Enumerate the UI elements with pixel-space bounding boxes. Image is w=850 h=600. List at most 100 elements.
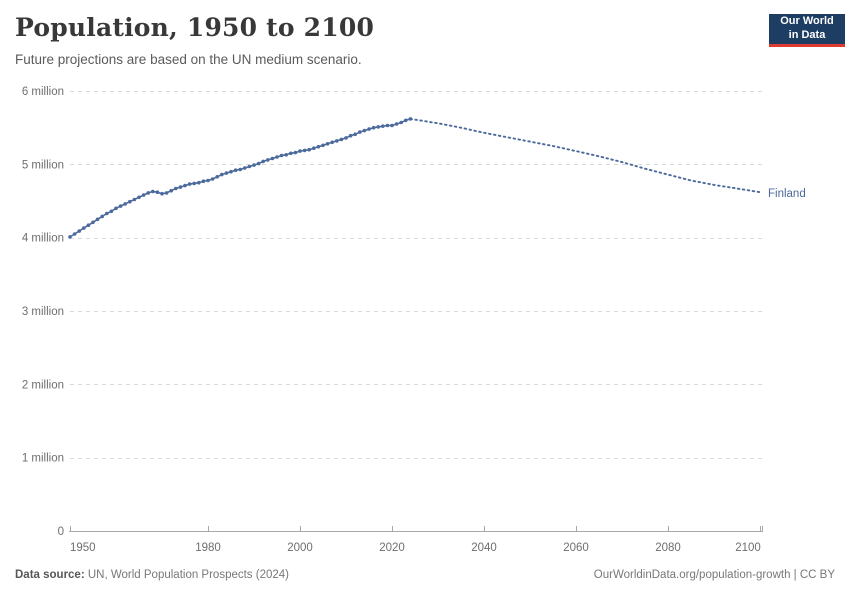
data-point-marker — [252, 163, 256, 167]
data-point-marker — [72, 232, 77, 236]
y-axis-tick-label: 0 — [58, 526, 64, 538]
data-point-marker — [164, 191, 169, 195]
history-line — [69, 118, 412, 238]
page-title: Population, 1950 to 2100 — [15, 13, 375, 42]
data-point-marker — [114, 206, 118, 211]
x-axis-tick-label: 2000 — [287, 542, 313, 554]
data-point-marker — [339, 137, 344, 142]
y-axis-tick-label: 5 million — [22, 159, 64, 171]
x-axis-tick-label: 1980 — [195, 542, 221, 554]
data-point-marker — [187, 182, 192, 186]
owid-logo: Our World in Data — [769, 14, 845, 47]
data-point-marker — [215, 175, 219, 179]
data-point-marker — [330, 140, 335, 145]
data-point-marker — [353, 132, 358, 137]
x-axis-tick-label: 2100 — [735, 542, 761, 554]
data-point-marker — [344, 136, 348, 140]
data-point-marker — [316, 144, 321, 149]
data-point-marker — [100, 214, 104, 219]
data-point-marker — [390, 123, 394, 128]
data-source-note: Data source: UN, World Population Prospe… — [15, 569, 289, 581]
data-point-marker — [220, 172, 224, 177]
credit-text: OurWorldinData.org/population-growth | C… — [593, 569, 835, 581]
data-point-marker — [247, 164, 252, 169]
data-point-marker — [224, 171, 229, 175]
data-point-marker — [256, 161, 261, 166]
data-point-marker — [155, 190, 160, 194]
chart-subtitle: Future projections are based on the UN m… — [15, 52, 362, 67]
owid-logo-line1: Our World — [780, 15, 834, 28]
data-point-marker — [376, 125, 381, 129]
data-point-marker — [279, 153, 284, 158]
data-point-marker — [206, 178, 210, 183]
data-point-marker — [284, 153, 289, 157]
data-point-marker — [266, 158, 270, 162]
x-axis-tick-label: 2040 — [471, 542, 497, 554]
data-point-marker — [289, 151, 293, 156]
data-point-marker — [68, 235, 72, 239]
x-axis-tick-label: 2060 — [563, 542, 589, 554]
data-point-marker — [358, 130, 362, 134]
y-axis-tick-label: 2 million — [22, 379, 64, 391]
data-point-marker — [229, 169, 233, 174]
data-source-text: UN, World Population Prospects (2024) — [84, 569, 289, 581]
data-source-label: Data source: — [15, 569, 85, 581]
data-point-marker — [201, 179, 206, 183]
data-point-marker — [307, 147, 312, 152]
data-point-marker — [312, 146, 316, 150]
data-point-marker — [137, 195, 141, 200]
x-axis-tick-label: 1950 — [70, 542, 96, 554]
data-point-marker — [348, 133, 353, 138]
y-axis-tick-label: 1 million — [22, 453, 64, 465]
data-point-marker — [261, 159, 266, 164]
data-point-marker — [192, 181, 196, 186]
data-point-marker — [275, 155, 279, 159]
data-point-marker — [293, 150, 298, 155]
data-point-marker — [197, 180, 201, 185]
data-point-marker — [385, 123, 390, 128]
x-axis-tick-label: 2020 — [379, 542, 405, 554]
data-point-marker — [169, 188, 173, 193]
data-point-marker — [298, 149, 302, 153]
data-point-marker — [381, 124, 385, 128]
data-point-marker — [335, 139, 339, 143]
data-point-marker — [77, 229, 81, 233]
projection-line — [409, 117, 761, 194]
data-point-marker — [123, 202, 127, 206]
entity-label-finland: Finland — [768, 188, 806, 200]
data-point-marker — [128, 199, 132, 204]
y-axis-tick-label: 4 million — [22, 233, 64, 245]
data-point-marker — [86, 223, 91, 227]
data-point-marker — [371, 125, 376, 130]
data-point-marker — [91, 220, 95, 225]
data-point-marker — [233, 168, 238, 172]
data-point-marker — [109, 209, 114, 214]
data-point-marker — [367, 127, 371, 131]
data-point-marker — [238, 167, 242, 172]
data-point-marker — [146, 191, 150, 195]
data-point-marker — [399, 120, 404, 125]
chart-footer: Data source: UN, World Population Prospe… — [15, 569, 835, 581]
data-point-marker — [174, 186, 178, 191]
data-point-marker — [321, 143, 325, 148]
data-point-marker — [325, 142, 330, 146]
data-point-marker — [183, 183, 187, 188]
data-point-marker — [362, 128, 367, 133]
data-point-marker — [95, 217, 100, 222]
data-point-marker — [270, 156, 275, 161]
owid-logo-line2: in Data — [788, 29, 826, 41]
data-point-marker — [105, 211, 109, 216]
data-point-marker — [141, 193, 146, 197]
x-axis-tick-label: 2080 — [655, 542, 681, 554]
data-point-marker — [404, 118, 408, 123]
data-point-marker — [132, 197, 137, 202]
data-point-marker — [160, 191, 164, 196]
data-point-marker — [118, 204, 123, 208]
data-point-marker — [302, 148, 307, 153]
data-point-marker — [178, 185, 183, 189]
data-point-marker — [151, 189, 155, 194]
y-axis-tick-label: 3 million — [22, 306, 64, 318]
data-point-marker — [394, 122, 399, 126]
